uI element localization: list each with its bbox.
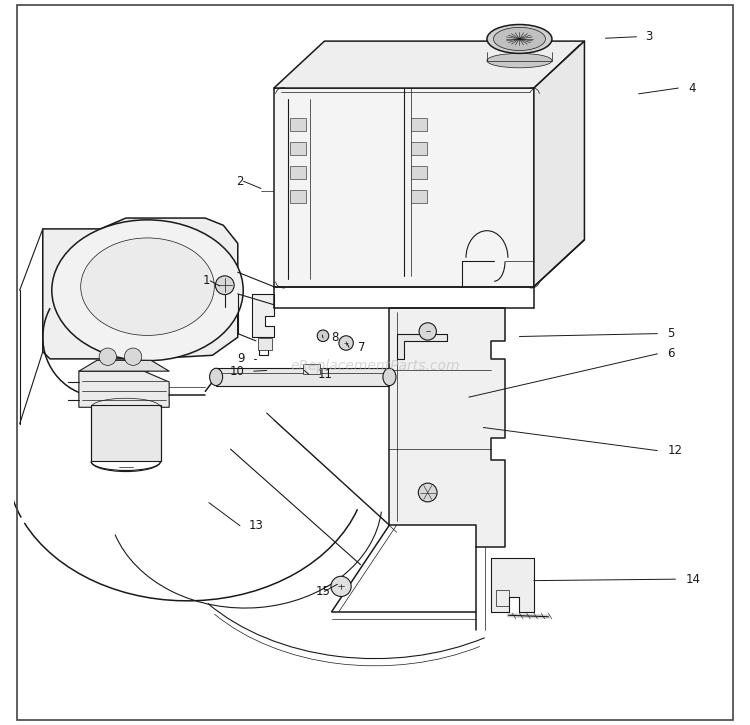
Polygon shape bbox=[252, 294, 274, 337]
Polygon shape bbox=[389, 308, 505, 547]
Ellipse shape bbox=[209, 368, 223, 386]
Bar bbox=[290, 190, 306, 203]
Text: 5: 5 bbox=[668, 327, 675, 340]
Bar bbox=[411, 166, 427, 179]
Text: 14: 14 bbox=[686, 573, 700, 586]
Circle shape bbox=[419, 483, 437, 502]
Polygon shape bbox=[274, 88, 534, 286]
Bar bbox=[411, 190, 427, 203]
Circle shape bbox=[419, 323, 436, 340]
Circle shape bbox=[215, 276, 234, 294]
Ellipse shape bbox=[487, 25, 552, 54]
Text: 15: 15 bbox=[316, 585, 331, 598]
Text: 7: 7 bbox=[358, 341, 365, 354]
Polygon shape bbox=[79, 371, 170, 407]
Circle shape bbox=[99, 348, 116, 365]
Text: 4: 4 bbox=[688, 81, 696, 94]
Polygon shape bbox=[274, 41, 584, 88]
Circle shape bbox=[124, 348, 142, 365]
Text: 13: 13 bbox=[248, 519, 263, 532]
Polygon shape bbox=[534, 41, 584, 286]
Polygon shape bbox=[397, 334, 447, 359]
Text: 10: 10 bbox=[230, 365, 245, 378]
Bar bbox=[411, 118, 427, 131]
Bar bbox=[411, 142, 427, 155]
Text: 12: 12 bbox=[668, 444, 682, 457]
Polygon shape bbox=[79, 360, 170, 371]
Ellipse shape bbox=[487, 54, 552, 68]
Text: 11: 11 bbox=[317, 368, 332, 381]
Ellipse shape bbox=[81, 238, 214, 336]
Polygon shape bbox=[43, 218, 238, 359]
Bar bbox=[303, 364, 320, 374]
Text: 8: 8 bbox=[332, 331, 339, 344]
Bar bbox=[496, 590, 509, 606]
Ellipse shape bbox=[383, 368, 396, 386]
Ellipse shape bbox=[494, 28, 545, 51]
Text: 1: 1 bbox=[202, 274, 210, 287]
Circle shape bbox=[339, 336, 353, 350]
Bar bbox=[92, 405, 160, 461]
Bar bbox=[290, 166, 306, 179]
Bar bbox=[216, 368, 389, 386]
Text: 2: 2 bbox=[236, 175, 244, 188]
Text: 9: 9 bbox=[238, 352, 245, 365]
Ellipse shape bbox=[52, 220, 243, 361]
Text: 6: 6 bbox=[668, 347, 675, 360]
Circle shape bbox=[331, 576, 351, 597]
Circle shape bbox=[317, 330, 328, 341]
Bar bbox=[290, 142, 306, 155]
Text: eReplacementParts.com: eReplacementParts.com bbox=[290, 359, 460, 373]
Polygon shape bbox=[490, 558, 534, 612]
Bar bbox=[290, 118, 306, 131]
Text: 3: 3 bbox=[645, 30, 652, 44]
Bar bbox=[258, 338, 272, 349]
